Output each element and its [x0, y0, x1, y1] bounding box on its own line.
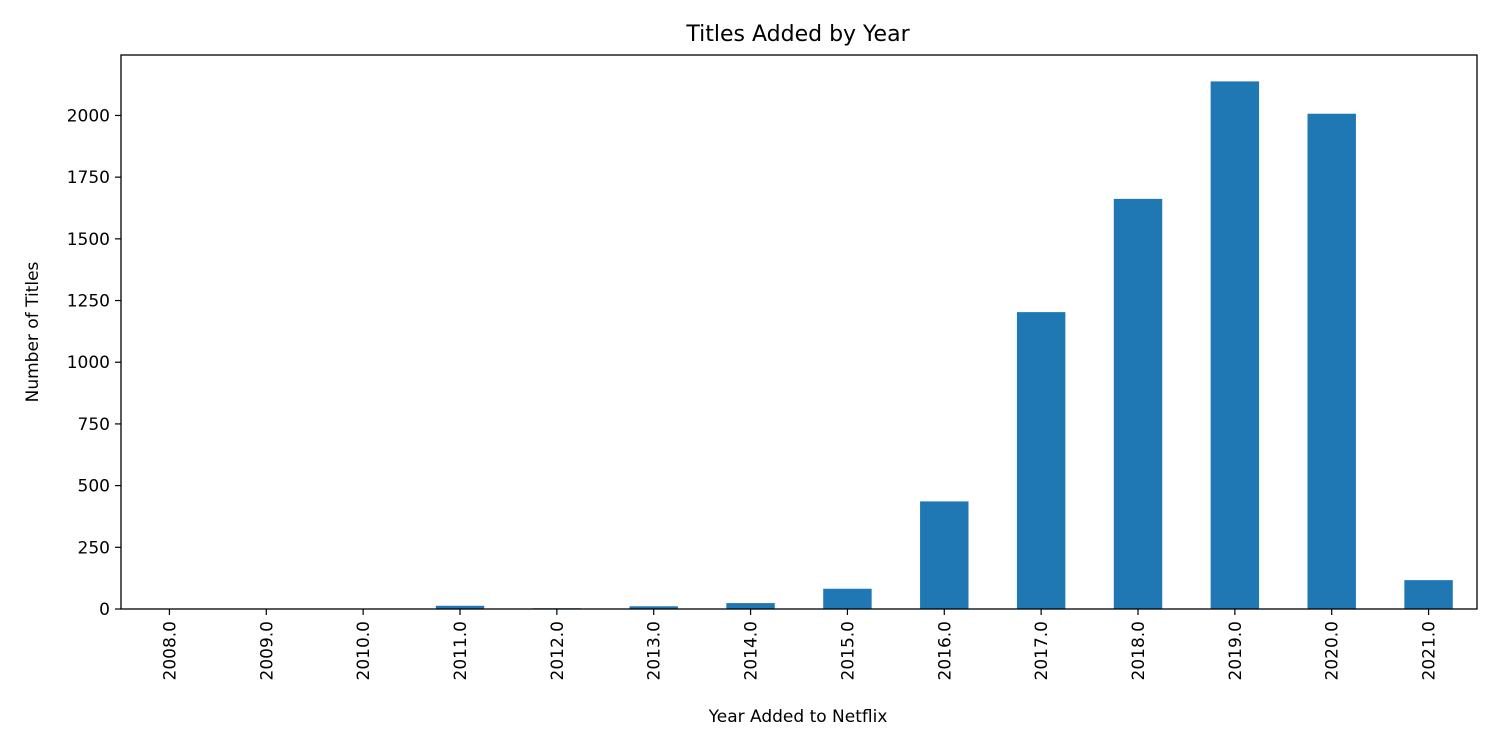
bar-2017-0 [1016, 312, 1066, 609]
x-tick-label: 2016.0 [935, 621, 955, 680]
x-tick-label: 2018.0 [1129, 621, 1149, 680]
x-tick-label: 2013.0 [645, 621, 665, 680]
y-tick-label: 2000 [67, 106, 110, 126]
x-tick-label: 2020.0 [1323, 621, 1343, 680]
x-tick-label: 2021.0 [1420, 621, 1440, 680]
plot-frame [120, 54, 1478, 610]
x-tick-label: 2017.0 [1032, 621, 1052, 680]
y-tick-label: 1750 [67, 168, 110, 188]
x-tick-label: 2015.0 [838, 621, 858, 680]
x-axis-label: Year Added to Netflix [708, 707, 888, 727]
bar-2019-0 [1210, 81, 1260, 609]
bar-2018-0 [1113, 198, 1163, 609]
y-tick-label: 250 [78, 538, 110, 558]
x-tick-label: 2011.0 [451, 621, 471, 680]
y-tick-label: 750 [78, 415, 110, 435]
y-tick-label: 1250 [67, 292, 110, 312]
y-tick-label: 1000 [67, 353, 110, 373]
x-tick-label: 2019.0 [1226, 621, 1246, 680]
bar-2021-0 [1404, 580, 1453, 609]
x-axis: 2008.0 2009.0 2010.0 2011.0 2012.0 2013.0 2014… [160, 609, 1440, 680]
bar-2015-0 [823, 588, 872, 609]
bar-2011-0 [435, 605, 485, 609]
chart-title: Titles Added by Year [685, 22, 910, 47]
x-tick-label: 2008.0 [160, 621, 180, 680]
bar-2020-0 [1307, 113, 1356, 609]
bar-2014-0 [726, 603, 775, 609]
y-tick-label: 1500 [67, 230, 110, 250]
bars-group [145, 81, 1453, 609]
y-axis-label: Number of Titles [23, 261, 43, 402]
bar-2016-0 [920, 501, 969, 609]
x-tick-label: 2014.0 [742, 621, 762, 680]
y-axis: 0 250 500 750 1000 1250 1500 1750 2000 [67, 106, 121, 620]
x-tick-label: 2009.0 [257, 621, 277, 680]
y-tick-label: 500 [78, 477, 110, 497]
x-tick-label: 2012.0 [548, 621, 568, 680]
bar-2013-0 [629, 606, 678, 609]
x-tick-label: 2010.0 [354, 621, 374, 680]
y-tick-label: 0 [99, 600, 110, 620]
